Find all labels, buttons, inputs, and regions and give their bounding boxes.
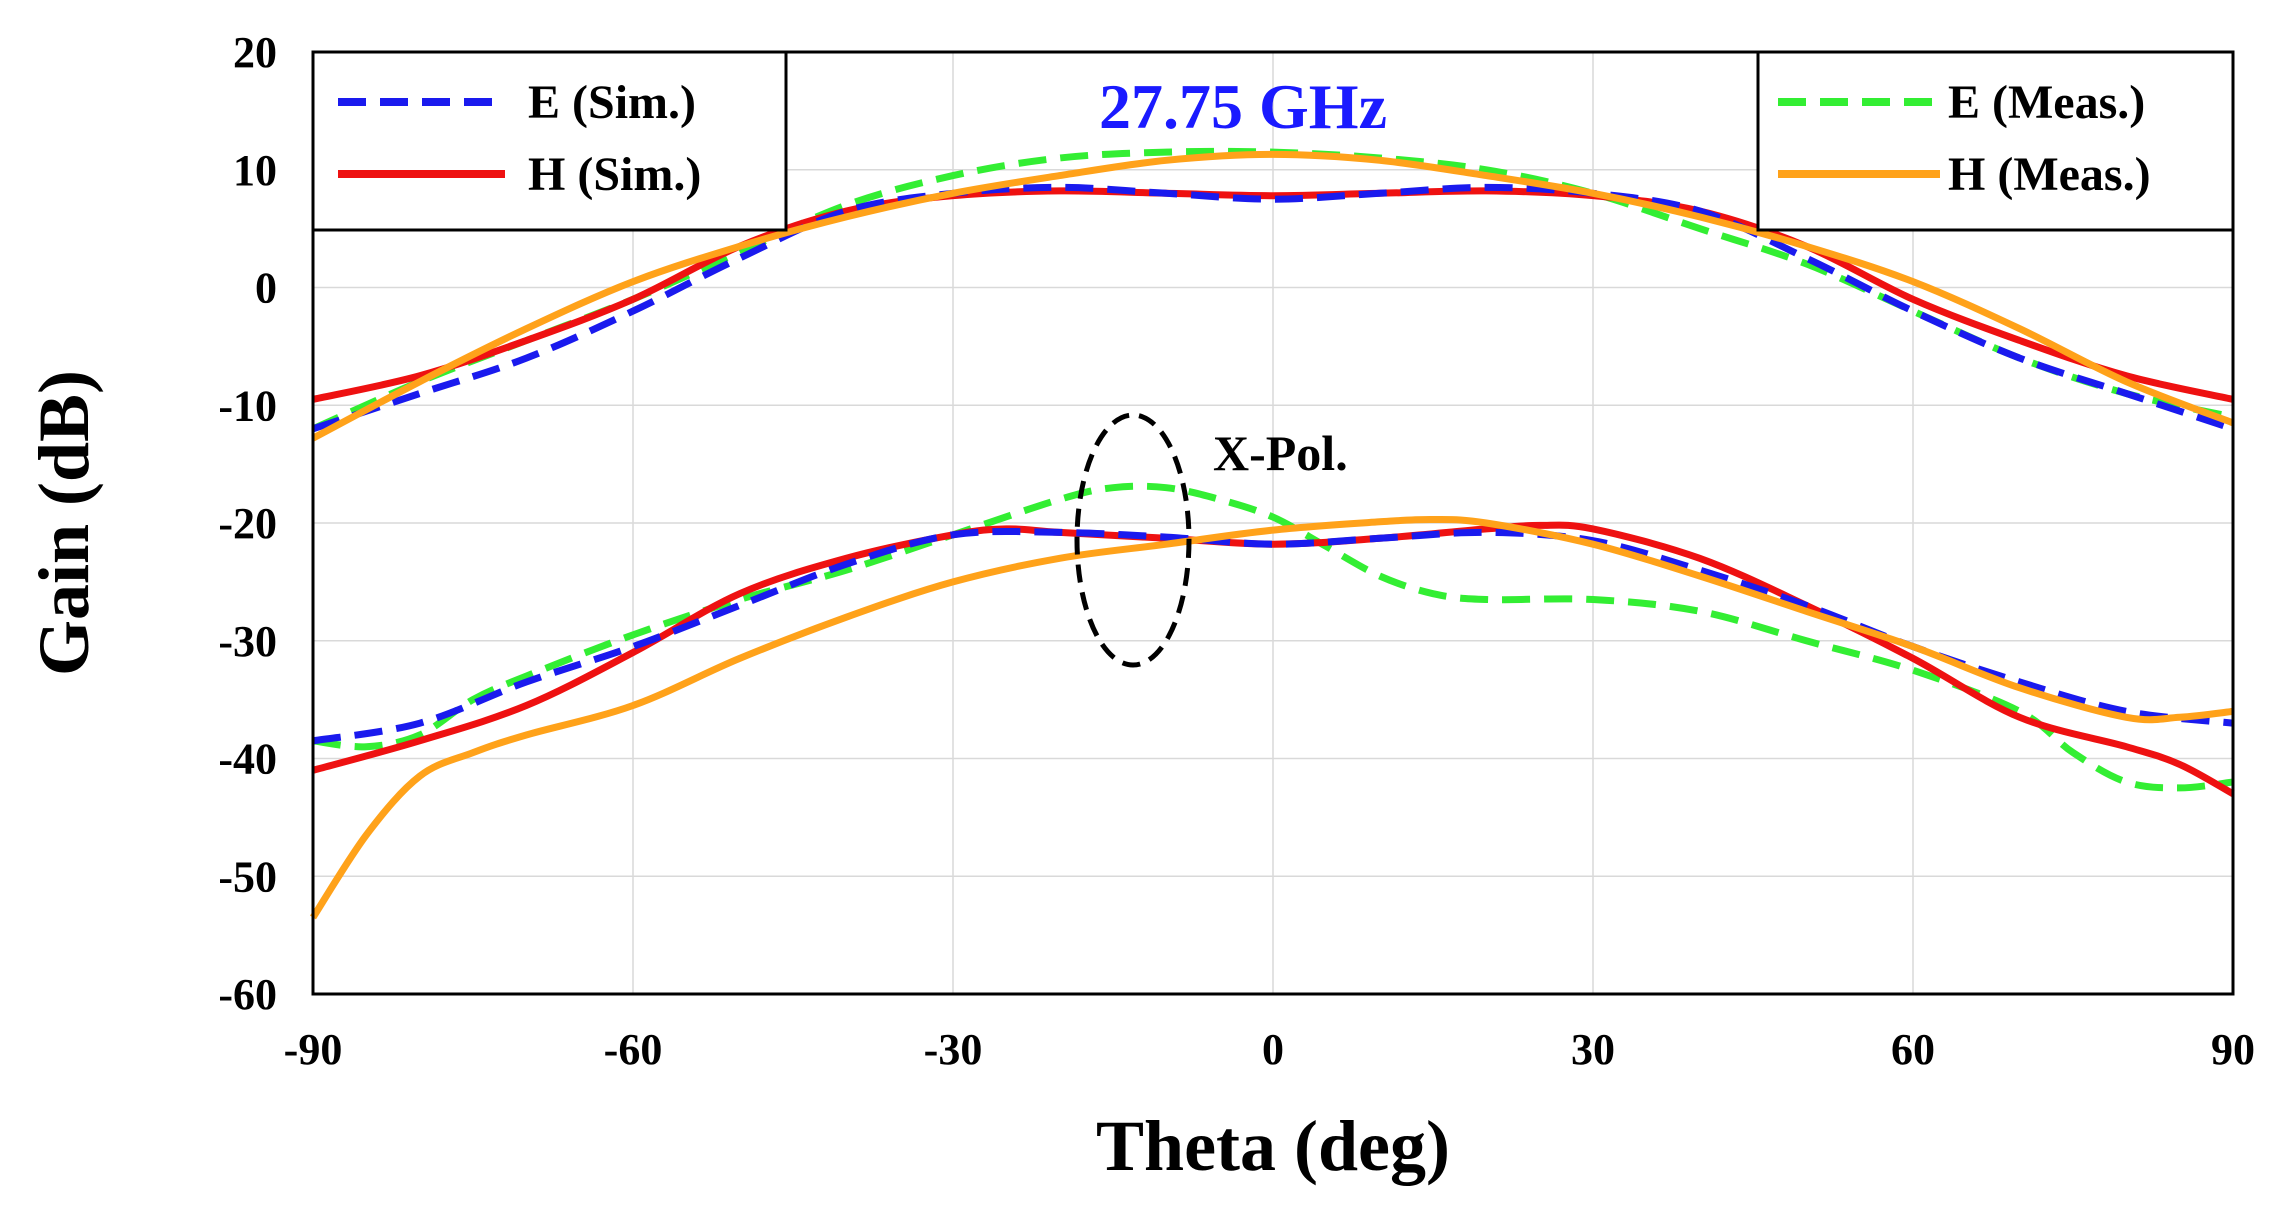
x-tick-label: -30	[924, 1025, 983, 1074]
y-tick-label: 10	[233, 146, 277, 195]
series-layer	[310, 147, 2235, 920]
series-e-sim-co-pol	[311, 183, 2235, 433]
x-pol-ellipse	[1074, 412, 1192, 668]
legend-label-e-meas: E (Meas.)	[1948, 76, 2145, 129]
legend-right: E (Meas.) H (Meas.)	[1756, 50, 2235, 232]
series-h-sim-co-pol	[312, 187, 2234, 403]
series-h-meas-co-pol	[311, 150, 2235, 442]
x-pol-label: X-Pol.	[1213, 425, 1348, 481]
x-tick-label: 0	[1262, 1025, 1284, 1074]
plot-frame	[311, 50, 2235, 996]
x-tick-label: -90	[284, 1025, 343, 1074]
y-tick-label: -10	[218, 381, 277, 430]
x-tick-label: 30	[1571, 1025, 1615, 1074]
legend-label-h-sim: H (Sim.)	[528, 148, 701, 201]
legend-label-h-meas: H (Meas.)	[1948, 148, 2151, 201]
legend-label-e-sim: E (Sim.)	[528, 76, 696, 129]
y-tick-label: -40	[218, 735, 277, 784]
chart-title: 27.75 GHz	[1099, 71, 1387, 142]
x-tick-label: 90	[2211, 1025, 2255, 1074]
y-tick-label: -50	[218, 852, 277, 901]
y-tick-label: -20	[218, 499, 277, 548]
x-tick-label: 60	[1891, 1025, 1935, 1074]
x-axis-title: Theta (deg)	[1096, 1106, 1450, 1186]
legend-left: E (Sim.) H (Sim.)	[311, 50, 788, 232]
x-tick-label: -60	[604, 1025, 663, 1074]
y-tick-label: 20	[233, 28, 277, 77]
y-tick-label: -30	[218, 617, 277, 666]
y-axis-title: Gain (dB)	[24, 370, 104, 676]
y-tick-label: -60	[218, 970, 277, 1019]
series-h-meas-x-pol	[310, 515, 2234, 920]
legend-right-box	[1756, 50, 2235, 232]
legend-left-box	[311, 50, 788, 232]
y-tick-label: 0	[255, 264, 277, 313]
